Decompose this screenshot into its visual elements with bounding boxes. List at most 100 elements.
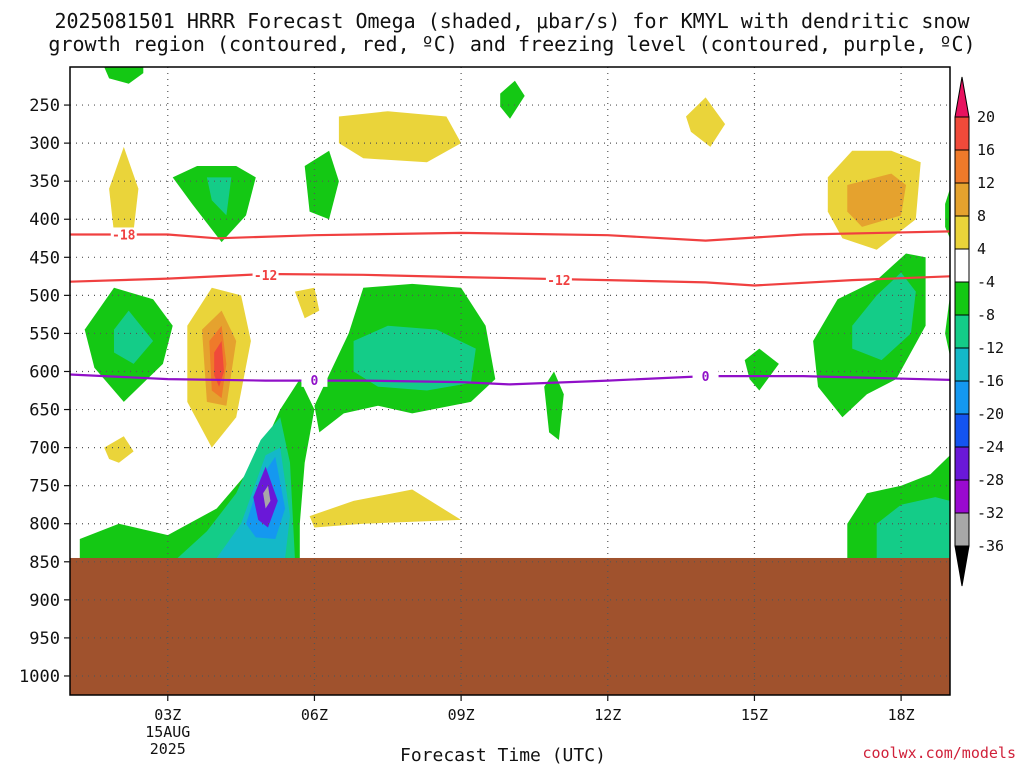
- y-axis: 250 300 350 400 450 500 550 600 650 700 750 800 850 9…: [19, 96, 70, 687]
- contour-label-bg-4: [692, 369, 719, 384]
- colorbar-label-0: 20: [977, 108, 995, 126]
- contour-label-bg-3: [301, 372, 328, 387]
- y-tick-label-1000: 1000: [19, 667, 60, 687]
- colorbar-seg-1: [954, 116, 970, 151]
- y-tick-label-550: 550: [29, 324, 60, 344]
- y-tick-label-750: 750: [29, 477, 60, 497]
- y-tick-label-450: 450: [29, 248, 60, 268]
- chart-title: 2025081501 HRRR Forecast Omega (shaded, …: [0, 10, 1024, 56]
- colorbar-label-12: -32: [977, 504, 1004, 522]
- colorbar-label-9: -20: [977, 405, 1004, 423]
- y-tick-label-400: 400: [29, 210, 60, 230]
- colorbar-seg-12: [954, 479, 970, 514]
- omega-region-3: [206, 177, 232, 216]
- y-tick-label-800: 800: [29, 515, 60, 535]
- colorbar-seg-9: [954, 380, 970, 415]
- omega-region-19: [353, 325, 476, 391]
- omega-region-20: [104, 436, 134, 463]
- colorbar: 20 16 12 8 4 -4 -8 -12 -16 -20 -24 -28 -32 -36: [954, 76, 1004, 587]
- colorbar-arrow-bottom: [954, 545, 970, 587]
- colorbar-label-11: -28: [977, 471, 1004, 489]
- omega-region-17: [294, 287, 320, 319]
- y-tick-label-900: 900: [29, 591, 60, 611]
- omega-region-5: [338, 111, 462, 163]
- x-tick-sublabel-0: 15AUG: [145, 723, 190, 741]
- colorbar-seg-13: [954, 512, 970, 547]
- omega-region-4: [304, 150, 339, 220]
- contour-label-4: 0: [702, 370, 710, 385]
- colorbar-label-2: 12: [977, 174, 995, 192]
- contour-lines: [70, 230, 950, 386]
- omega-region-12: [114, 310, 154, 364]
- x-tick-label-12Z: 12Z: [594, 706, 621, 724]
- contour-1: [70, 272, 950, 287]
- contour-label-bg-1: [252, 267, 279, 282]
- ground-below-surface: [70, 557, 950, 695]
- colorbar-label-10: -24: [977, 438, 1004, 456]
- contour-label-2: -12: [547, 274, 570, 289]
- omega-region-34: [876, 497, 950, 558]
- colorbar-label-3: 8: [977, 207, 986, 225]
- x-tick-label-09Z: 09Z: [448, 706, 475, 724]
- y-tick-label-300: 300: [29, 134, 60, 154]
- colorbar-seg-5: [954, 248, 970, 283]
- contour-label-3: 0: [311, 374, 319, 389]
- colorbar-label-7: -12: [977, 339, 1004, 357]
- x-tick-label-06Z: 06Z: [301, 706, 328, 724]
- omega-region-28: [544, 371, 564, 440]
- x-axis-label: Forecast Time (UTC): [400, 745, 606, 766]
- contour-label-1: -12: [254, 269, 277, 284]
- omega-region-29: [744, 348, 779, 391]
- colorbar-seg-10: [954, 413, 970, 448]
- colorbar-label-13: -36: [977, 537, 1004, 555]
- y-tick-label-950: 950: [29, 629, 60, 649]
- y-tick-label-250: 250: [29, 96, 60, 116]
- y-tick-label-350: 350: [29, 172, 60, 192]
- contour-label-bg-2: [545, 273, 572, 288]
- y-tick-label-500: 500: [29, 286, 60, 306]
- x-tick-sublabel-1: 2025: [150, 740, 186, 758]
- y-tick-label-650: 650: [29, 401, 60, 421]
- colorbar-label-5: -4: [977, 273, 995, 291]
- contour-label-0: -18: [112, 228, 136, 243]
- title-line-1: 2025081501 HRRR Forecast Omega (shaded, …: [54, 9, 970, 33]
- colorbar-arrow-top: [954, 76, 970, 118]
- colorbar-seg-3: [954, 182, 970, 217]
- omega-region-27: [309, 489, 462, 528]
- contour-2: [70, 373, 950, 386]
- x-tick-label-15Z: 15Z: [741, 706, 768, 724]
- watermark[interactable]: coolwx.com/models: [862, 744, 1016, 762]
- contour-label-bg-0: [110, 227, 137, 242]
- title-line-2: growth region (contoured, red, ºC) and f…: [48, 32, 976, 56]
- colorbar-label-4: 4: [977, 240, 986, 258]
- y-tick-label-600: 600: [29, 362, 60, 382]
- colorbar-label-1: 16: [977, 141, 995, 159]
- colorbar-label-8: -16: [977, 372, 1004, 390]
- omega-region-10: [945, 188, 950, 239]
- omega-region-7: [686, 97, 726, 147]
- omega-region-32: [945, 295, 950, 357]
- plot-frame: [69, 66, 951, 696]
- omega-region-16: [214, 341, 224, 387]
- omega-region-2: [172, 166, 256, 243]
- colorbar-label-6: -8: [977, 306, 995, 324]
- omega-region-1: [109, 146, 139, 233]
- x-tick-label-03Z: 03Z: [154, 706, 181, 724]
- y-tick-label-700: 700: [29, 439, 60, 459]
- colorbar-seg-4: [954, 215, 970, 250]
- x-tick-label-18Z: 18Z: [888, 706, 915, 724]
- contour-0: [70, 230, 950, 242]
- colorbar-seg-8: [954, 347, 970, 382]
- y-tick-label-850: 850: [29, 553, 60, 573]
- omega-region-9: [847, 173, 906, 227]
- colorbar-seg-6: [954, 281, 970, 316]
- contour-labels: -18 -12 -12 0 0: [110, 227, 719, 389]
- omega-region-26: [263, 485, 271, 509]
- colorbar-seg-7: [954, 314, 970, 349]
- omega-region-0: [104, 67, 144, 84]
- colorbar-seg-11: [954, 446, 970, 481]
- omega-region-31: [852, 272, 916, 361]
- omega-region-6: [500, 80, 525, 119]
